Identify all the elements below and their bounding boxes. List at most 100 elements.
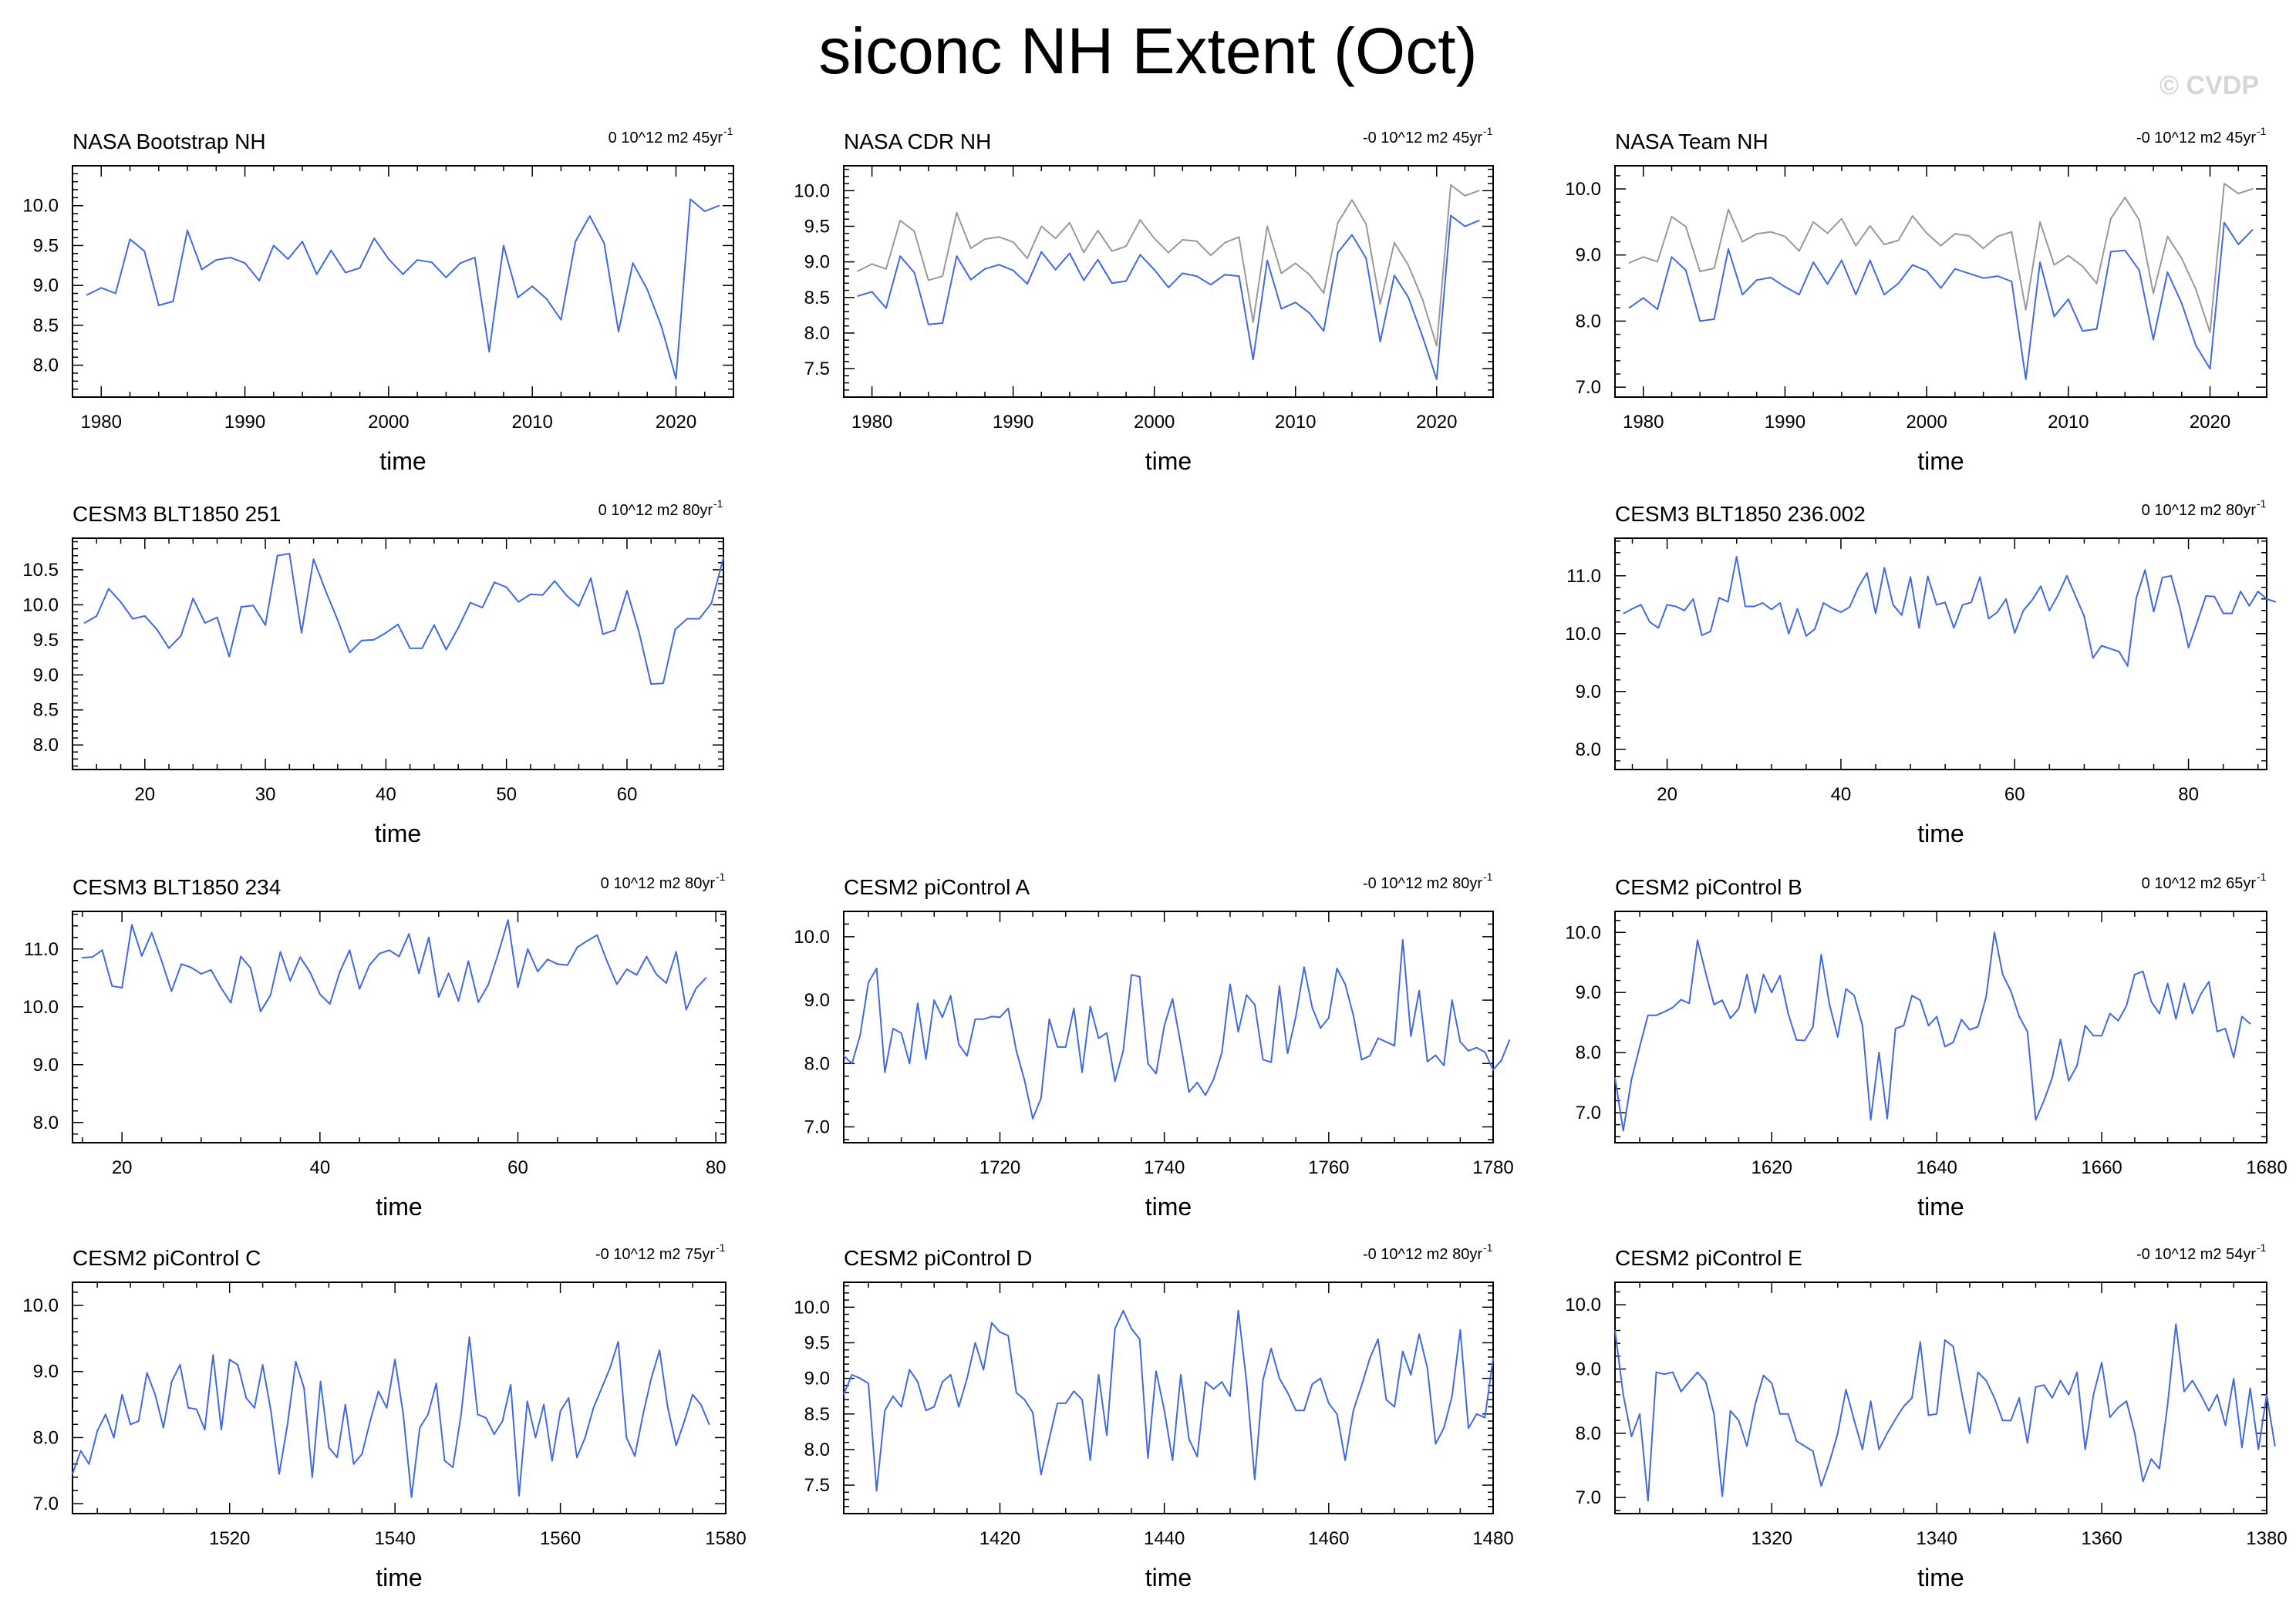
chart-panel: CESM3 BLT1850 251 0 10^12 m2 80yr -1 20 30 40… xyxy=(22,497,724,847)
data-point xyxy=(1631,608,1633,610)
plot-frame xyxy=(1614,537,2267,770)
data-point xyxy=(1870,1400,1872,1403)
data-point xyxy=(1443,1427,1445,1430)
y-tick-label: 7.0 xyxy=(1576,1103,1601,1123)
data-point xyxy=(288,553,291,554)
data-point xyxy=(421,647,423,649)
data-point xyxy=(2241,1015,2243,1018)
data-point xyxy=(909,1063,911,1065)
series-line xyxy=(86,198,720,380)
data-point xyxy=(1952,1346,1954,1348)
data-point xyxy=(1205,1381,1206,1383)
data-point xyxy=(2043,1100,2045,1102)
data-point xyxy=(949,995,952,997)
data-point xyxy=(1139,254,1141,256)
data-point xyxy=(1878,1052,1880,1054)
x-tick-label: 1340 xyxy=(1916,1528,1957,1549)
data-point xyxy=(1081,1071,1083,1073)
data-point xyxy=(1721,1495,1723,1497)
data-point xyxy=(1435,379,1438,380)
data-point xyxy=(2222,612,2224,615)
x-axis-label: time xyxy=(376,1564,422,1591)
x-axis-label: time xyxy=(1917,820,1964,847)
data-point xyxy=(1097,258,1099,261)
data-point xyxy=(1894,1418,1896,1420)
data-point xyxy=(237,1364,239,1366)
data-point xyxy=(634,1455,636,1457)
data-point xyxy=(2133,973,2136,975)
x-tick-label: 1360 xyxy=(2081,1528,2122,1549)
y-tick-label: 10.0 xyxy=(794,1297,830,1318)
data-point xyxy=(1450,184,1451,186)
panel-title: NASA CDR NH xyxy=(844,130,991,153)
data-point xyxy=(983,1369,985,1371)
data-point xyxy=(100,287,103,289)
x-tick-label: 2020 xyxy=(656,412,696,433)
data-point xyxy=(1788,632,1790,635)
plot-frame xyxy=(72,537,724,770)
data-point xyxy=(1997,275,1998,278)
data-point xyxy=(2209,368,2211,370)
chart-panel: CESM2 piControl B 0 10^12 m2 65yr -1 1620 16… xyxy=(1565,871,2287,1221)
data-point xyxy=(1459,1041,1462,1043)
data-point xyxy=(1735,556,1738,557)
data-point xyxy=(163,1426,164,1429)
data-point xyxy=(1779,975,1781,977)
data-point xyxy=(956,255,958,258)
data-point xyxy=(2001,1420,2004,1422)
data-point xyxy=(1875,612,1876,615)
data-point xyxy=(527,948,529,950)
trend-label: 0 10^12 m2 80yr xyxy=(601,875,716,892)
data-point xyxy=(2022,609,2025,611)
data-point xyxy=(2195,288,2197,291)
data-point xyxy=(917,1002,919,1005)
trend-exponent: -1 xyxy=(2257,497,2267,510)
data-point xyxy=(336,1457,338,1459)
data-point xyxy=(2233,1378,2235,1379)
data-point xyxy=(618,331,619,333)
data-point xyxy=(330,249,332,251)
data-point xyxy=(402,1413,404,1416)
data-point xyxy=(626,590,628,592)
data-point xyxy=(1023,1079,1026,1082)
data-point xyxy=(1684,269,1687,271)
data-point xyxy=(1083,251,1085,254)
data-point xyxy=(1385,1399,1387,1401)
data-point xyxy=(1064,1046,1067,1048)
data-point xyxy=(427,1413,429,1416)
x-tick-label: 1980 xyxy=(81,412,122,433)
data-point xyxy=(2031,599,2033,601)
data-point xyxy=(2126,1400,2128,1403)
data-point xyxy=(2180,302,2183,305)
data-point xyxy=(1089,1459,1091,1461)
data-point xyxy=(2084,1448,2086,1450)
data-point xyxy=(559,1410,561,1413)
data-point xyxy=(131,924,133,926)
data-point xyxy=(1771,1382,1773,1384)
y-tick-label: 8.0 xyxy=(1576,739,1601,760)
data-point xyxy=(1671,1006,1674,1009)
data-point xyxy=(614,629,616,631)
data-point xyxy=(1500,1059,1502,1062)
x-tick-label: 60 xyxy=(617,784,638,805)
data-point xyxy=(1180,1043,1182,1046)
data-point xyxy=(467,960,470,962)
data-point xyxy=(1492,1069,1494,1071)
y-tick-label: 7.0 xyxy=(33,1494,59,1514)
data-point xyxy=(157,305,160,306)
data-point xyxy=(1718,597,1721,599)
x-tick-label: 1780 xyxy=(1472,1157,1513,1178)
data-point xyxy=(2209,332,2211,333)
data-point xyxy=(1475,1413,1478,1415)
data-point xyxy=(210,968,212,971)
data-point xyxy=(1459,1329,1462,1331)
data-point xyxy=(1238,275,1240,277)
y-tick-label: 8.0 xyxy=(1576,1042,1601,1063)
data-point xyxy=(295,1360,297,1362)
data-point xyxy=(1952,1041,1954,1043)
data-point xyxy=(1762,1374,1765,1376)
data-point xyxy=(2213,595,2216,598)
chart-panel: CESM2 piControl A -0 10^12 m2 80yr -1 1720 1… xyxy=(794,871,1513,1221)
data-point xyxy=(1985,1379,1988,1382)
data-point xyxy=(1944,601,1947,604)
